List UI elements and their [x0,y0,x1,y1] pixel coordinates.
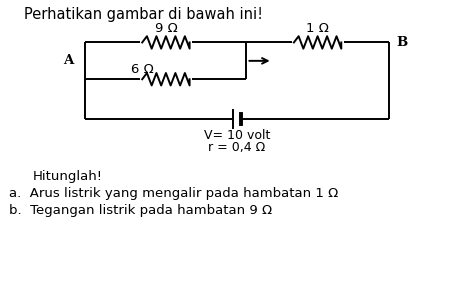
Text: A: A [64,54,74,67]
Text: B: B [396,36,408,49]
Text: a.  Arus listrik yang mengalir pada hambatan 1 Ω: a. Arus listrik yang mengalir pada hamba… [9,187,339,200]
Text: Hitunglah!: Hitunglah! [33,170,103,183]
Text: 9 Ω: 9 Ω [155,22,177,35]
Text: r = 0,4 Ω: r = 0,4 Ω [209,142,265,155]
Text: 6 Ω: 6 Ω [131,63,154,76]
Text: b.  Tegangan listrik pada hambatan 9 Ω: b. Tegangan listrik pada hambatan 9 Ω [9,204,273,217]
Text: V= 10 volt: V= 10 volt [204,129,270,142]
Text: 1 Ω: 1 Ω [306,22,329,35]
Text: Perhatikan gambar di bawah ini!: Perhatikan gambar di bawah ini! [24,7,263,22]
